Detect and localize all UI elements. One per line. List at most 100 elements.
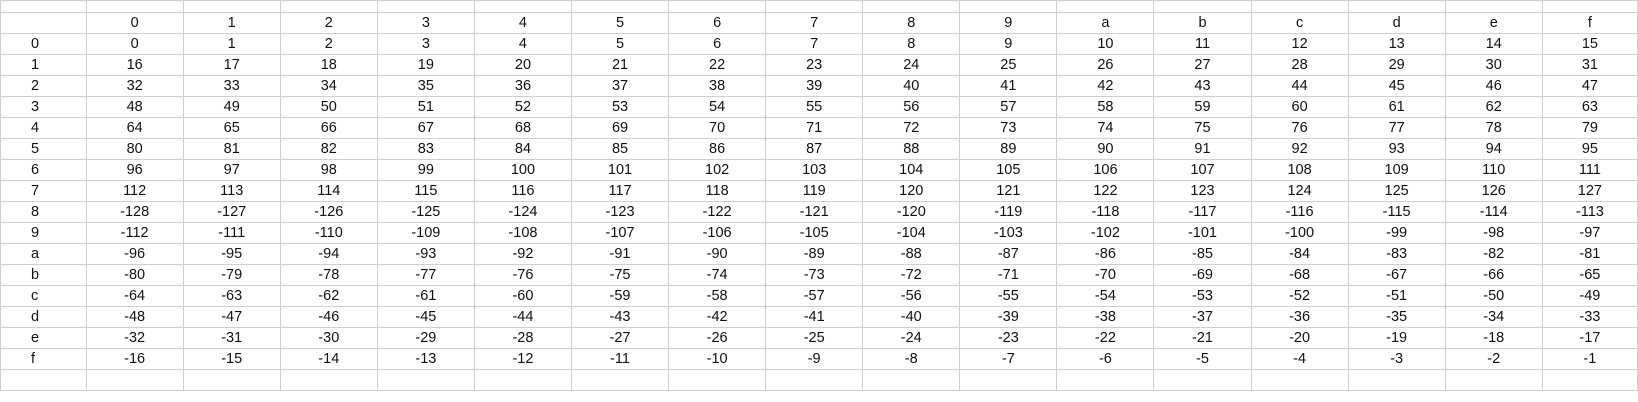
data-cell[interactable]: -115 bbox=[1347, 201, 1446, 223]
grid-cell-empty[interactable] bbox=[1056, 0, 1155, 13]
data-cell[interactable]: -26 bbox=[668, 327, 767, 349]
data-cell[interactable]: 81 bbox=[182, 138, 281, 160]
grid-cell-empty[interactable] bbox=[1250, 0, 1349, 13]
column-header-cell[interactable]: a bbox=[1056, 12, 1155, 34]
data-cell[interactable]: 19 bbox=[376, 54, 475, 76]
data-cell[interactable]: 35 bbox=[376, 75, 475, 97]
grid-cell-empty[interactable] bbox=[959, 0, 1058, 13]
grid-cell-empty[interactable] bbox=[182, 0, 281, 13]
data-cell[interactable]: -15 bbox=[182, 348, 281, 370]
column-header-cell[interactable]: 5 bbox=[570, 12, 670, 34]
data-cell[interactable]: 67 bbox=[376, 117, 475, 139]
data-cell[interactable]: -106 bbox=[668, 222, 767, 244]
data-cell[interactable]: -24 bbox=[862, 327, 961, 349]
data-cell[interactable]: 127 bbox=[1541, 180, 1638, 202]
data-cell[interactable]: 94 bbox=[1444, 138, 1543, 160]
data-cell[interactable]: -110 bbox=[279, 222, 378, 244]
data-cell[interactable]: -98 bbox=[1444, 222, 1543, 244]
grid-cell-empty[interactable] bbox=[279, 369, 378, 391]
data-cell[interactable]: 56 bbox=[862, 96, 961, 118]
row-header-cell[interactable]: 6 bbox=[0, 159, 87, 181]
row-header-cell[interactable]: 5 bbox=[0, 138, 87, 160]
data-cell[interactable]: 104 bbox=[862, 159, 961, 181]
grid-cell-empty[interactable] bbox=[668, 0, 767, 13]
data-cell[interactable]: 33 bbox=[182, 75, 281, 97]
data-cell[interactable]: -109 bbox=[376, 222, 475, 244]
data-cell[interactable]: 71 bbox=[765, 117, 864, 139]
row-header-cell[interactable]: b bbox=[0, 264, 87, 286]
data-cell[interactable]: 70 bbox=[668, 117, 767, 139]
data-cell[interactable]: -42 bbox=[668, 306, 767, 328]
data-cell[interactable]: -121 bbox=[765, 201, 864, 223]
column-header-cell[interactable]: e bbox=[1444, 12, 1543, 34]
data-cell[interactable]: 28 bbox=[1250, 54, 1349, 76]
data-cell[interactable]: 103 bbox=[765, 159, 864, 181]
data-cell[interactable]: 90 bbox=[1056, 138, 1155, 160]
data-cell[interactable]: 86 bbox=[668, 138, 767, 160]
data-cell[interactable]: -87 bbox=[959, 243, 1058, 265]
data-cell[interactable]: -7 bbox=[959, 348, 1058, 370]
data-cell[interactable]: 99 bbox=[376, 159, 475, 181]
data-cell[interactable]: -111 bbox=[182, 222, 281, 244]
data-cell[interactable]: -114 bbox=[1444, 201, 1543, 223]
data-cell[interactable]: -89 bbox=[765, 243, 864, 265]
grid-cell-empty[interactable] bbox=[765, 369, 864, 391]
data-cell[interactable]: 107 bbox=[1153, 159, 1252, 181]
column-header-cell[interactable]: 0 bbox=[85, 12, 184, 34]
row-header-cell[interactable]: a bbox=[0, 243, 87, 265]
data-cell[interactable]: -32 bbox=[85, 327, 184, 349]
grid-cell-empty[interactable] bbox=[1056, 369, 1155, 391]
data-cell[interactable]: -101 bbox=[1153, 222, 1252, 244]
row-header-cell[interactable]: e bbox=[0, 327, 87, 349]
data-cell[interactable]: -92 bbox=[473, 243, 572, 265]
data-cell[interactable]: 23 bbox=[765, 54, 864, 76]
data-cell[interactable]: 21 bbox=[570, 54, 670, 76]
data-cell[interactable]: -58 bbox=[668, 285, 767, 307]
data-cell[interactable]: 26 bbox=[1056, 54, 1155, 76]
data-cell[interactable]: -78 bbox=[279, 264, 378, 286]
data-cell[interactable]: 85 bbox=[570, 138, 670, 160]
data-cell[interactable]: 5 bbox=[570, 33, 670, 55]
data-cell[interactable]: -9 bbox=[765, 348, 864, 370]
data-cell[interactable]: -62 bbox=[279, 285, 378, 307]
data-cell[interactable]: -61 bbox=[376, 285, 475, 307]
row-header-cell[interactable]: 3 bbox=[0, 96, 87, 118]
column-header-cell[interactable]: b bbox=[1153, 12, 1252, 34]
data-cell[interactable]: 93 bbox=[1347, 138, 1446, 160]
row-header-cell[interactable]: 4 bbox=[0, 117, 87, 139]
data-cell[interactable]: -31 bbox=[182, 327, 281, 349]
data-cell[interactable]: 24 bbox=[862, 54, 961, 76]
data-cell[interactable]: 22 bbox=[668, 54, 767, 76]
data-cell[interactable]: 4 bbox=[473, 33, 572, 55]
data-cell[interactable]: 97 bbox=[182, 159, 281, 181]
data-cell[interactable]: -128 bbox=[85, 201, 184, 223]
data-cell[interactable]: -70 bbox=[1056, 264, 1155, 286]
row-header-cell[interactable]: 2 bbox=[0, 75, 87, 97]
data-cell[interactable]: -1 bbox=[1541, 348, 1638, 370]
data-cell[interactable]: -23 bbox=[959, 327, 1058, 349]
data-cell[interactable]: -47 bbox=[182, 306, 281, 328]
column-header-cell[interactable]: 3 bbox=[376, 12, 475, 34]
column-header-cell[interactable]: 6 bbox=[668, 12, 767, 34]
data-cell[interactable]: -4 bbox=[1250, 348, 1349, 370]
data-cell[interactable]: 31 bbox=[1541, 54, 1638, 76]
data-cell[interactable]: 121 bbox=[959, 180, 1058, 202]
data-cell[interactable]: -45 bbox=[376, 306, 475, 328]
data-cell[interactable]: -16 bbox=[85, 348, 184, 370]
grid-cell-empty[interactable] bbox=[182, 369, 281, 391]
data-cell[interactable]: 8 bbox=[862, 33, 961, 55]
data-cell[interactable]: 111 bbox=[1541, 159, 1638, 181]
data-cell[interactable]: -20 bbox=[1250, 327, 1349, 349]
data-cell[interactable]: -34 bbox=[1444, 306, 1543, 328]
data-cell[interactable]: -30 bbox=[279, 327, 378, 349]
grid-cell-empty[interactable] bbox=[0, 369, 87, 391]
data-cell[interactable]: 2 bbox=[279, 33, 378, 55]
data-cell[interactable]: -96 bbox=[85, 243, 184, 265]
data-cell[interactable]: -43 bbox=[570, 306, 670, 328]
data-cell[interactable]: 116 bbox=[473, 180, 572, 202]
data-cell[interactable]: -67 bbox=[1347, 264, 1446, 286]
column-header-cell[interactable]: f bbox=[1541, 12, 1638, 34]
data-cell[interactable]: 43 bbox=[1153, 75, 1252, 97]
data-cell[interactable]: -99 bbox=[1347, 222, 1446, 244]
data-cell[interactable]: 57 bbox=[959, 96, 1058, 118]
